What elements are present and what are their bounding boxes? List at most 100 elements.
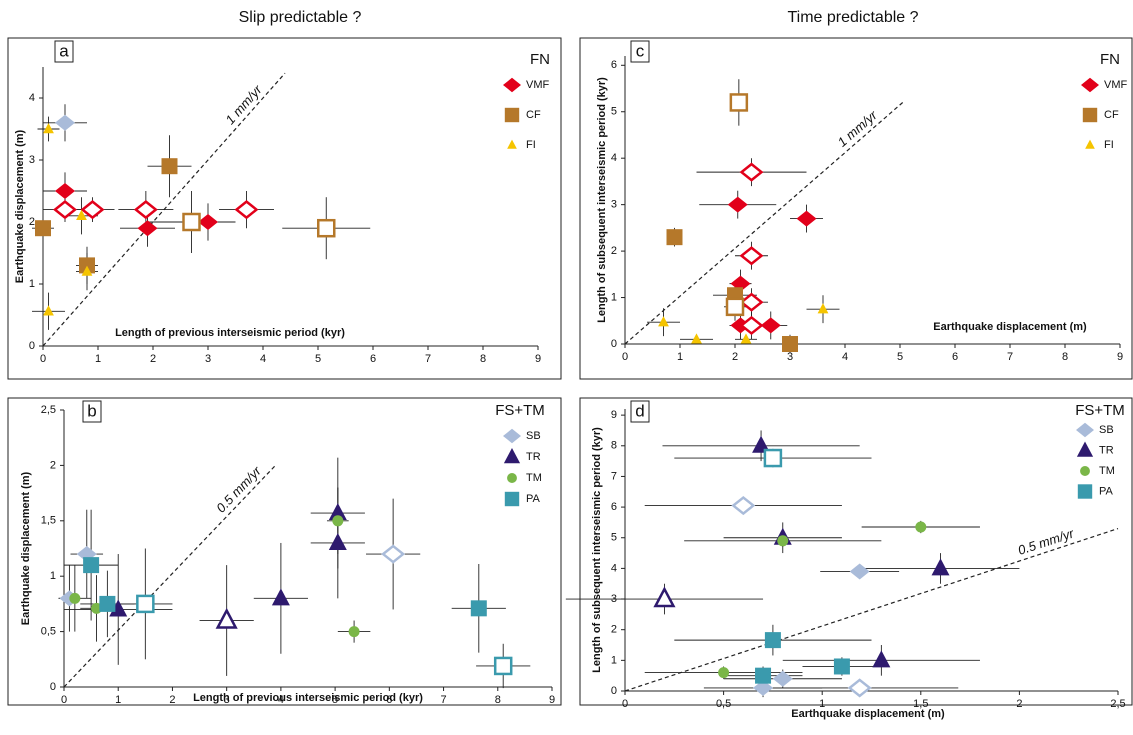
data-point (691, 333, 702, 344)
data-point (777, 535, 789, 547)
y-tick-label: 0,5 (41, 626, 56, 638)
data-point (718, 667, 730, 679)
panel: 0 1 2 3 4 5 6 7 8 9 0 1 2 3 4 Length of previous inters… (7, 37, 562, 380)
data-point (80, 199, 105, 220)
x-tick-label: 8 (495, 694, 501, 706)
x-tick-label: 0 (622, 698, 628, 710)
data-point (43, 305, 54, 316)
data-point (752, 435, 771, 453)
legend-marker (503, 428, 521, 444)
legend-label: FI (1104, 139, 1114, 151)
data-point (470, 600, 487, 617)
legend-marker (504, 107, 520, 123)
y-tick-label: 0 (50, 681, 56, 693)
legend-marker (1077, 484, 1093, 499)
data-point (198, 214, 218, 230)
panel-letter: a (59, 41, 69, 60)
y-tick-label: 0 (611, 338, 617, 350)
y-tick-label: 2 (29, 216, 35, 228)
y-axis-label: Length of subsequent interseismic period… (596, 77, 608, 323)
x-tick-label: 0,5 (716, 698, 731, 710)
data-point (760, 317, 781, 334)
legend-label: TR (1099, 444, 1114, 456)
y-tick-label: 2 (50, 459, 56, 471)
data-point (915, 521, 927, 533)
panel-frame (579, 37, 1133, 380)
data-point (849, 563, 870, 580)
data-point (782, 336, 798, 352)
data-point (79, 257, 95, 274)
x-tick-label: 2 (732, 351, 738, 363)
data-point (817, 303, 829, 314)
data-point (739, 292, 764, 312)
legend-label: SB (1099, 424, 1114, 436)
data-point (764, 632, 781, 649)
x-tick-label: 0 (61, 694, 67, 706)
panel: 0 1 2 3 4 5 6 7 8 9 0 1 2 3 4 5 6 Earthquake displacement… (579, 37, 1133, 380)
y-tick-label: 6 (611, 501, 617, 513)
legend-label: TM (1099, 465, 1115, 477)
legend-marker (1076, 441, 1094, 457)
rate-line (624, 527, 1119, 692)
legend-title: FS+TM (495, 402, 545, 419)
data-point (729, 93, 749, 112)
x-tick-label: 5 (897, 351, 903, 363)
data-point (55, 183, 75, 199)
data-point (52, 199, 78, 220)
panel-frame (7, 397, 562, 706)
panel: 0 1 2 3 4 5 6 7 8 9 0 0,5 1 1,5 2 2,5 Length of previous… (7, 397, 562, 706)
x-tick-label: 3 (787, 351, 793, 363)
x-tick-label: 0 (40, 353, 46, 365)
panel-letter: c (636, 41, 645, 60)
data-point (328, 532, 347, 550)
data-point (133, 199, 158, 220)
panel-letter: b (87, 401, 96, 420)
y-tick-label: 1 (611, 291, 617, 303)
y-tick-label: 2 (611, 624, 617, 636)
y-tick-label: 2 (611, 245, 617, 257)
data-point (328, 503, 347, 521)
x-tick-label: 4 (842, 351, 848, 363)
x-tick-label: 0 (622, 351, 628, 363)
data-point (847, 678, 872, 698)
x-tick-label: 2,5 (1110, 698, 1125, 710)
data-point (35, 220, 51, 237)
panel-frame (579, 397, 1133, 706)
data-point (43, 123, 54, 134)
legend-marker (1081, 77, 1099, 93)
legend-title: FN (1100, 51, 1120, 68)
y-tick-label: 4 (611, 152, 617, 164)
x-tick-label: 7 (1007, 351, 1013, 363)
rate-line (63, 464, 276, 688)
legend-marker (507, 473, 517, 483)
y-tick-label: 1,5 (41, 515, 56, 527)
data-point (753, 679, 774, 696)
data-point (271, 588, 290, 606)
panel-letter-box (82, 400, 102, 423)
data-point (99, 595, 116, 612)
x-axis-label: Earthquake displacement (m) (791, 708, 945, 720)
legend-marker (504, 491, 520, 507)
x-axis-label: Length of previous interseismic period (… (115, 327, 345, 339)
x-tick-label: 3 (224, 694, 230, 706)
legend-marker (503, 77, 521, 93)
y-tick-label: 1 (29, 278, 35, 290)
x-axis-label: Length of previous interseismic period (… (193, 692, 423, 704)
data-point (755, 667, 772, 684)
y-tick-label: 4 (29, 92, 35, 104)
x-tick-label: 9 (1117, 351, 1123, 363)
legend-label: PA (1099, 485, 1114, 497)
legend-label: PA (526, 493, 541, 505)
data-point (348, 626, 360, 638)
data-point (91, 602, 103, 614)
data-point (55, 114, 75, 131)
x-tick-label: 2 (1016, 698, 1022, 710)
y-tick-label: 0 (29, 340, 35, 352)
x-tick-label: 1 (819, 698, 825, 710)
legend-marker (503, 448, 521, 464)
y-tick-label: 5 (611, 532, 617, 544)
rate-line-label: 1 mm/yr (835, 107, 881, 150)
data-point (653, 586, 676, 608)
y-axis-label: Earthquake displacement (m) (20, 471, 32, 625)
